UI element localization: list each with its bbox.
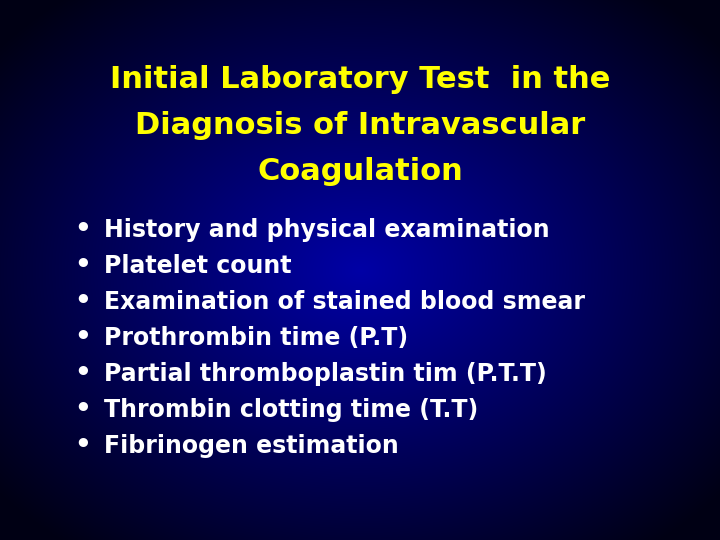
Text: •: •: [74, 217, 91, 243]
Text: •: •: [74, 253, 91, 279]
Text: Examination of stained blood smear: Examination of stained blood smear: [104, 290, 585, 314]
Text: •: •: [74, 361, 91, 387]
Text: Platelet count: Platelet count: [104, 254, 292, 278]
Text: •: •: [74, 289, 91, 315]
Text: •: •: [74, 325, 91, 351]
Text: Thrombin clotting time (T.T): Thrombin clotting time (T.T): [104, 398, 479, 422]
Text: Fibrinogen estimation: Fibrinogen estimation: [104, 434, 399, 458]
Text: Coagulation: Coagulation: [257, 158, 463, 186]
Text: Initial Laboratory Test  in the: Initial Laboratory Test in the: [110, 65, 610, 94]
Text: History and physical examination: History and physical examination: [104, 218, 550, 242]
Text: •: •: [74, 397, 91, 423]
Text: Diagnosis of Intravascular: Diagnosis of Intravascular: [135, 111, 585, 139]
Text: •: •: [74, 433, 91, 459]
Text: Prothrombin time (P.T): Prothrombin time (P.T): [104, 326, 408, 350]
Text: Partial thromboplastin tim (P.T.T): Partial thromboplastin tim (P.T.T): [104, 362, 547, 386]
